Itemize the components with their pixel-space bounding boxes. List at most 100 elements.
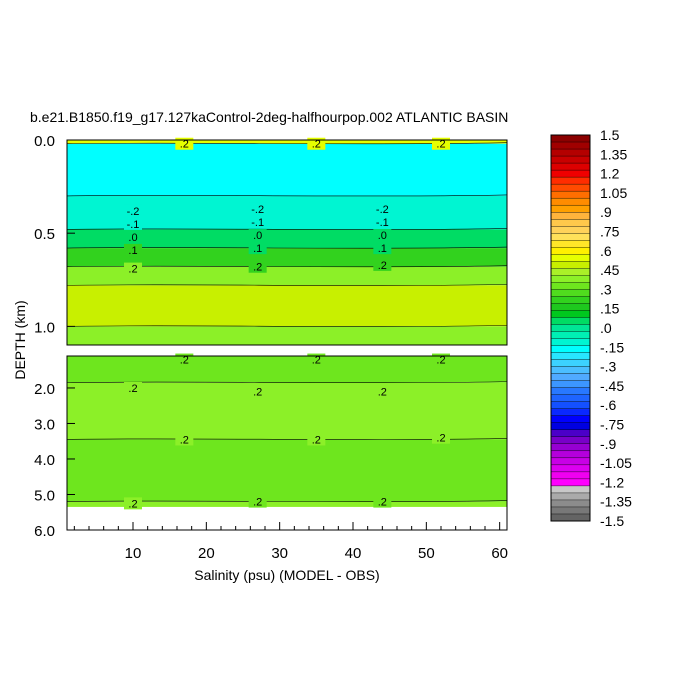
colorbar-label: 1.35 — [600, 146, 627, 162]
contour-label: .2 — [312, 139, 321, 151]
contour-band — [67, 143, 507, 196]
contour-line — [66, 265, 508, 268]
contour-label: .2 — [378, 387, 387, 399]
contour-label-bg — [124, 217, 142, 230]
contour-label-bg — [307, 353, 326, 366]
contour-label: .1 — [128, 245, 137, 257]
contour-label: .2 — [436, 355, 445, 367]
colorbar-swatch — [550, 380, 591, 389]
contour-label: .2 — [253, 262, 262, 274]
colorbar-swatch — [550, 296, 591, 304]
colorbar-swatch — [550, 268, 591, 276]
chart-title: b.e21.B1850.f19_g17.127kaControl-2deg-ha… — [30, 109, 508, 125]
colorbar-swatch — [550, 485, 591, 494]
contour-line — [66, 228, 508, 230]
contour-label-bg — [124, 381, 142, 394]
contour-label-bg — [248, 229, 267, 242]
contour-label: -.2 — [127, 206, 140, 218]
colorbar-swatch — [550, 176, 591, 185]
panel-frame — [66, 139, 508, 346]
contour-band — [67, 266, 507, 286]
contour-band — [67, 285, 507, 327]
colorbar-swatch — [550, 317, 591, 325]
contour-label-bg — [248, 385, 267, 398]
x-tick-label: 20 — [198, 545, 215, 562]
upper-depth-panel: .2.2.2-.2 -.2 -.2-.1 -.1 -.1.0.0.0.1.1.1.2.2… — [66, 137, 508, 346]
contour-label: -.2 — [376, 204, 389, 216]
contour-label: .1 — [378, 243, 387, 255]
colorbar-swatch — [550, 478, 591, 487]
colorbar-swatch — [550, 169, 591, 178]
contour-label-bg — [373, 385, 392, 398]
colorbar-label: .3 — [600, 281, 612, 297]
colorbar-swatch — [550, 261, 591, 269]
contour-label: .2 — [253, 387, 262, 399]
colorbar-label: .45 — [600, 262, 620, 278]
contour-label-bg — [432, 137, 450, 150]
colorbar-swatch — [550, 162, 591, 171]
colorbar-label: -.3 — [600, 359, 617, 375]
contour-label-bg — [432, 353, 450, 366]
x-tick-label: 10 — [125, 545, 142, 562]
contour-label-bg — [307, 137, 326, 150]
contour-label: .2 — [128, 383, 137, 395]
colorbar-label: 1.05 — [600, 185, 627, 201]
colorbar-swatch — [550, 155, 591, 164]
colorbar-label: -1.05 — [600, 455, 632, 471]
colorbar-swatch — [550, 401, 591, 410]
colorbar-swatch — [550, 338, 591, 347]
colorbar-swatch — [550, 492, 591, 501]
colorbar-swatch — [550, 197, 591, 206]
colorbar-frame — [550, 134, 591, 522]
contour-label: .2 — [378, 260, 387, 272]
contour-label-bg — [124, 204, 142, 217]
contour-label-bg — [373, 216, 392, 228]
contour-label: .2 — [128, 264, 137, 276]
colorbar-swatch — [550, 408, 591, 417]
colorbar-label: -1.5 — [600, 513, 624, 529]
contour-label-bg — [373, 242, 392, 255]
x-tick-label: 40 — [345, 545, 362, 562]
colorbar-swatch — [550, 282, 591, 290]
colorbar-label: -.15 — [600, 339, 624, 355]
contour-band — [67, 229, 507, 249]
x-tick-label: 30 — [271, 545, 288, 562]
colorbar-swatch — [550, 457, 591, 466]
colorbar-swatch — [550, 141, 591, 150]
contour-band — [67, 248, 507, 267]
colorbar-swatch — [550, 289, 591, 297]
contour-line — [66, 500, 508, 503]
colorbar-swatch — [550, 415, 591, 424]
colorbar-swatch — [550, 183, 591, 192]
contour-label-bg — [373, 495, 392, 508]
contour-label: .0 — [128, 232, 137, 244]
contour-label-bg — [248, 495, 267, 508]
contour-label-bg — [248, 260, 267, 273]
colorbar-swatch — [550, 443, 591, 452]
colorbar-swatch — [550, 373, 591, 382]
contour-label: .2 — [180, 355, 189, 367]
colorbar-swatch — [550, 394, 591, 403]
contour-label-bg — [307, 433, 326, 446]
colorbar-label: -.75 — [600, 417, 624, 433]
contour-label: .1 — [253, 243, 262, 255]
y-tick-label: 6.0 — [34, 523, 55, 540]
colorbar-swatch — [550, 254, 591, 262]
contour-band — [67, 326, 507, 345]
y-tick-label: 2.0 — [34, 381, 55, 398]
colorbar-swatch — [550, 134, 591, 143]
colorbar-label: .75 — [600, 224, 620, 240]
colorbar-swatch — [550, 345, 591, 354]
contour-label: .2 — [180, 139, 189, 151]
contour-label-bg — [175, 433, 194, 446]
contour-label: .2 — [253, 497, 262, 509]
colorbar-swatch — [550, 275, 591, 283]
colorbar-label: .15 — [600, 301, 620, 317]
contour-label-bg — [248, 202, 267, 215]
contour-label: .0 — [378, 230, 387, 242]
contour-label-bg — [124, 262, 142, 275]
y-axis-label: DEPTH (km) — [12, 300, 28, 379]
y-tick-label: 5.0 — [34, 487, 55, 504]
contour-label: .2 — [128, 498, 137, 510]
colorbar-swatch — [550, 219, 591, 227]
